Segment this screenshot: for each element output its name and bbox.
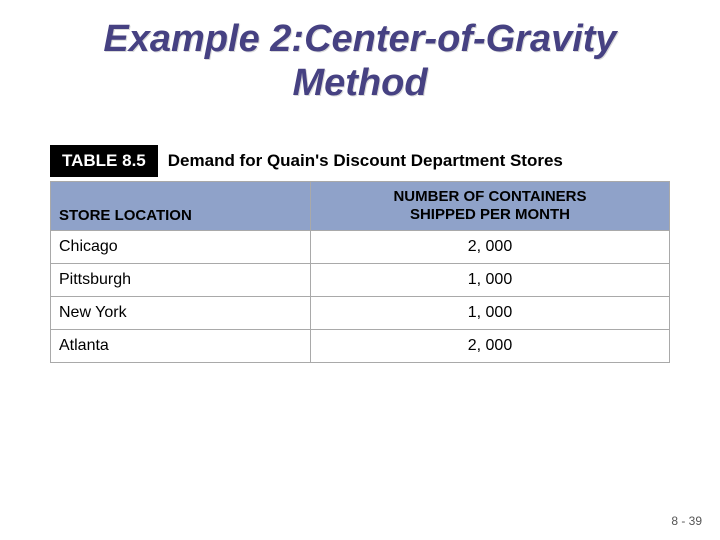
col-header-value-line1: NUMBER OF CONTAINERS (393, 188, 586, 205)
page-number: 8 - 39 (671, 514, 702, 528)
table-row: Atlanta 2, 000 (51, 330, 670, 363)
data-table: STORE LOCATION NUMBER OF CONTAINERS SHIP… (50, 181, 670, 363)
cell-value: 1, 000 (310, 264, 669, 297)
slide-title: Example 2:Center-of-Gravity Method (28, 18, 692, 105)
table-row: Chicago 2, 000 (51, 231, 670, 264)
table-row: New York 1, 000 (51, 297, 670, 330)
cell-location: Chicago (51, 231, 311, 264)
table-caption: Demand for Quain's Discount Department S… (158, 145, 670, 177)
cell-location: Pittsburgh (51, 264, 311, 297)
title-line-1: Example 2:Center-of-Gravity (103, 18, 616, 60)
title-line-2: Method (292, 62, 427, 104)
table-container: TABLE 8.5 Demand for Quain's Discount De… (50, 145, 670, 363)
table-tag: TABLE 8.5 (50, 145, 158, 177)
cell-location: New York (51, 297, 311, 330)
col-header-value-line2: SHIPPED PER MONTH (410, 206, 570, 223)
slide: Example 2:Center-of-Gravity Method TABLE… (0, 0, 720, 540)
cell-value: 2, 000 (310, 231, 669, 264)
table-caption-row: TABLE 8.5 Demand for Quain's Discount De… (50, 145, 670, 177)
cell-value: 2, 000 (310, 330, 669, 363)
cell-value: 1, 000 (310, 297, 669, 330)
cell-location: Atlanta (51, 330, 311, 363)
table-header-row: STORE LOCATION NUMBER OF CONTAINERS SHIP… (51, 182, 670, 231)
col-header-value: NUMBER OF CONTAINERS SHIPPED PER MONTH (310, 182, 669, 231)
col-header-location: STORE LOCATION (51, 182, 311, 231)
table-row: Pittsburgh 1, 000 (51, 264, 670, 297)
